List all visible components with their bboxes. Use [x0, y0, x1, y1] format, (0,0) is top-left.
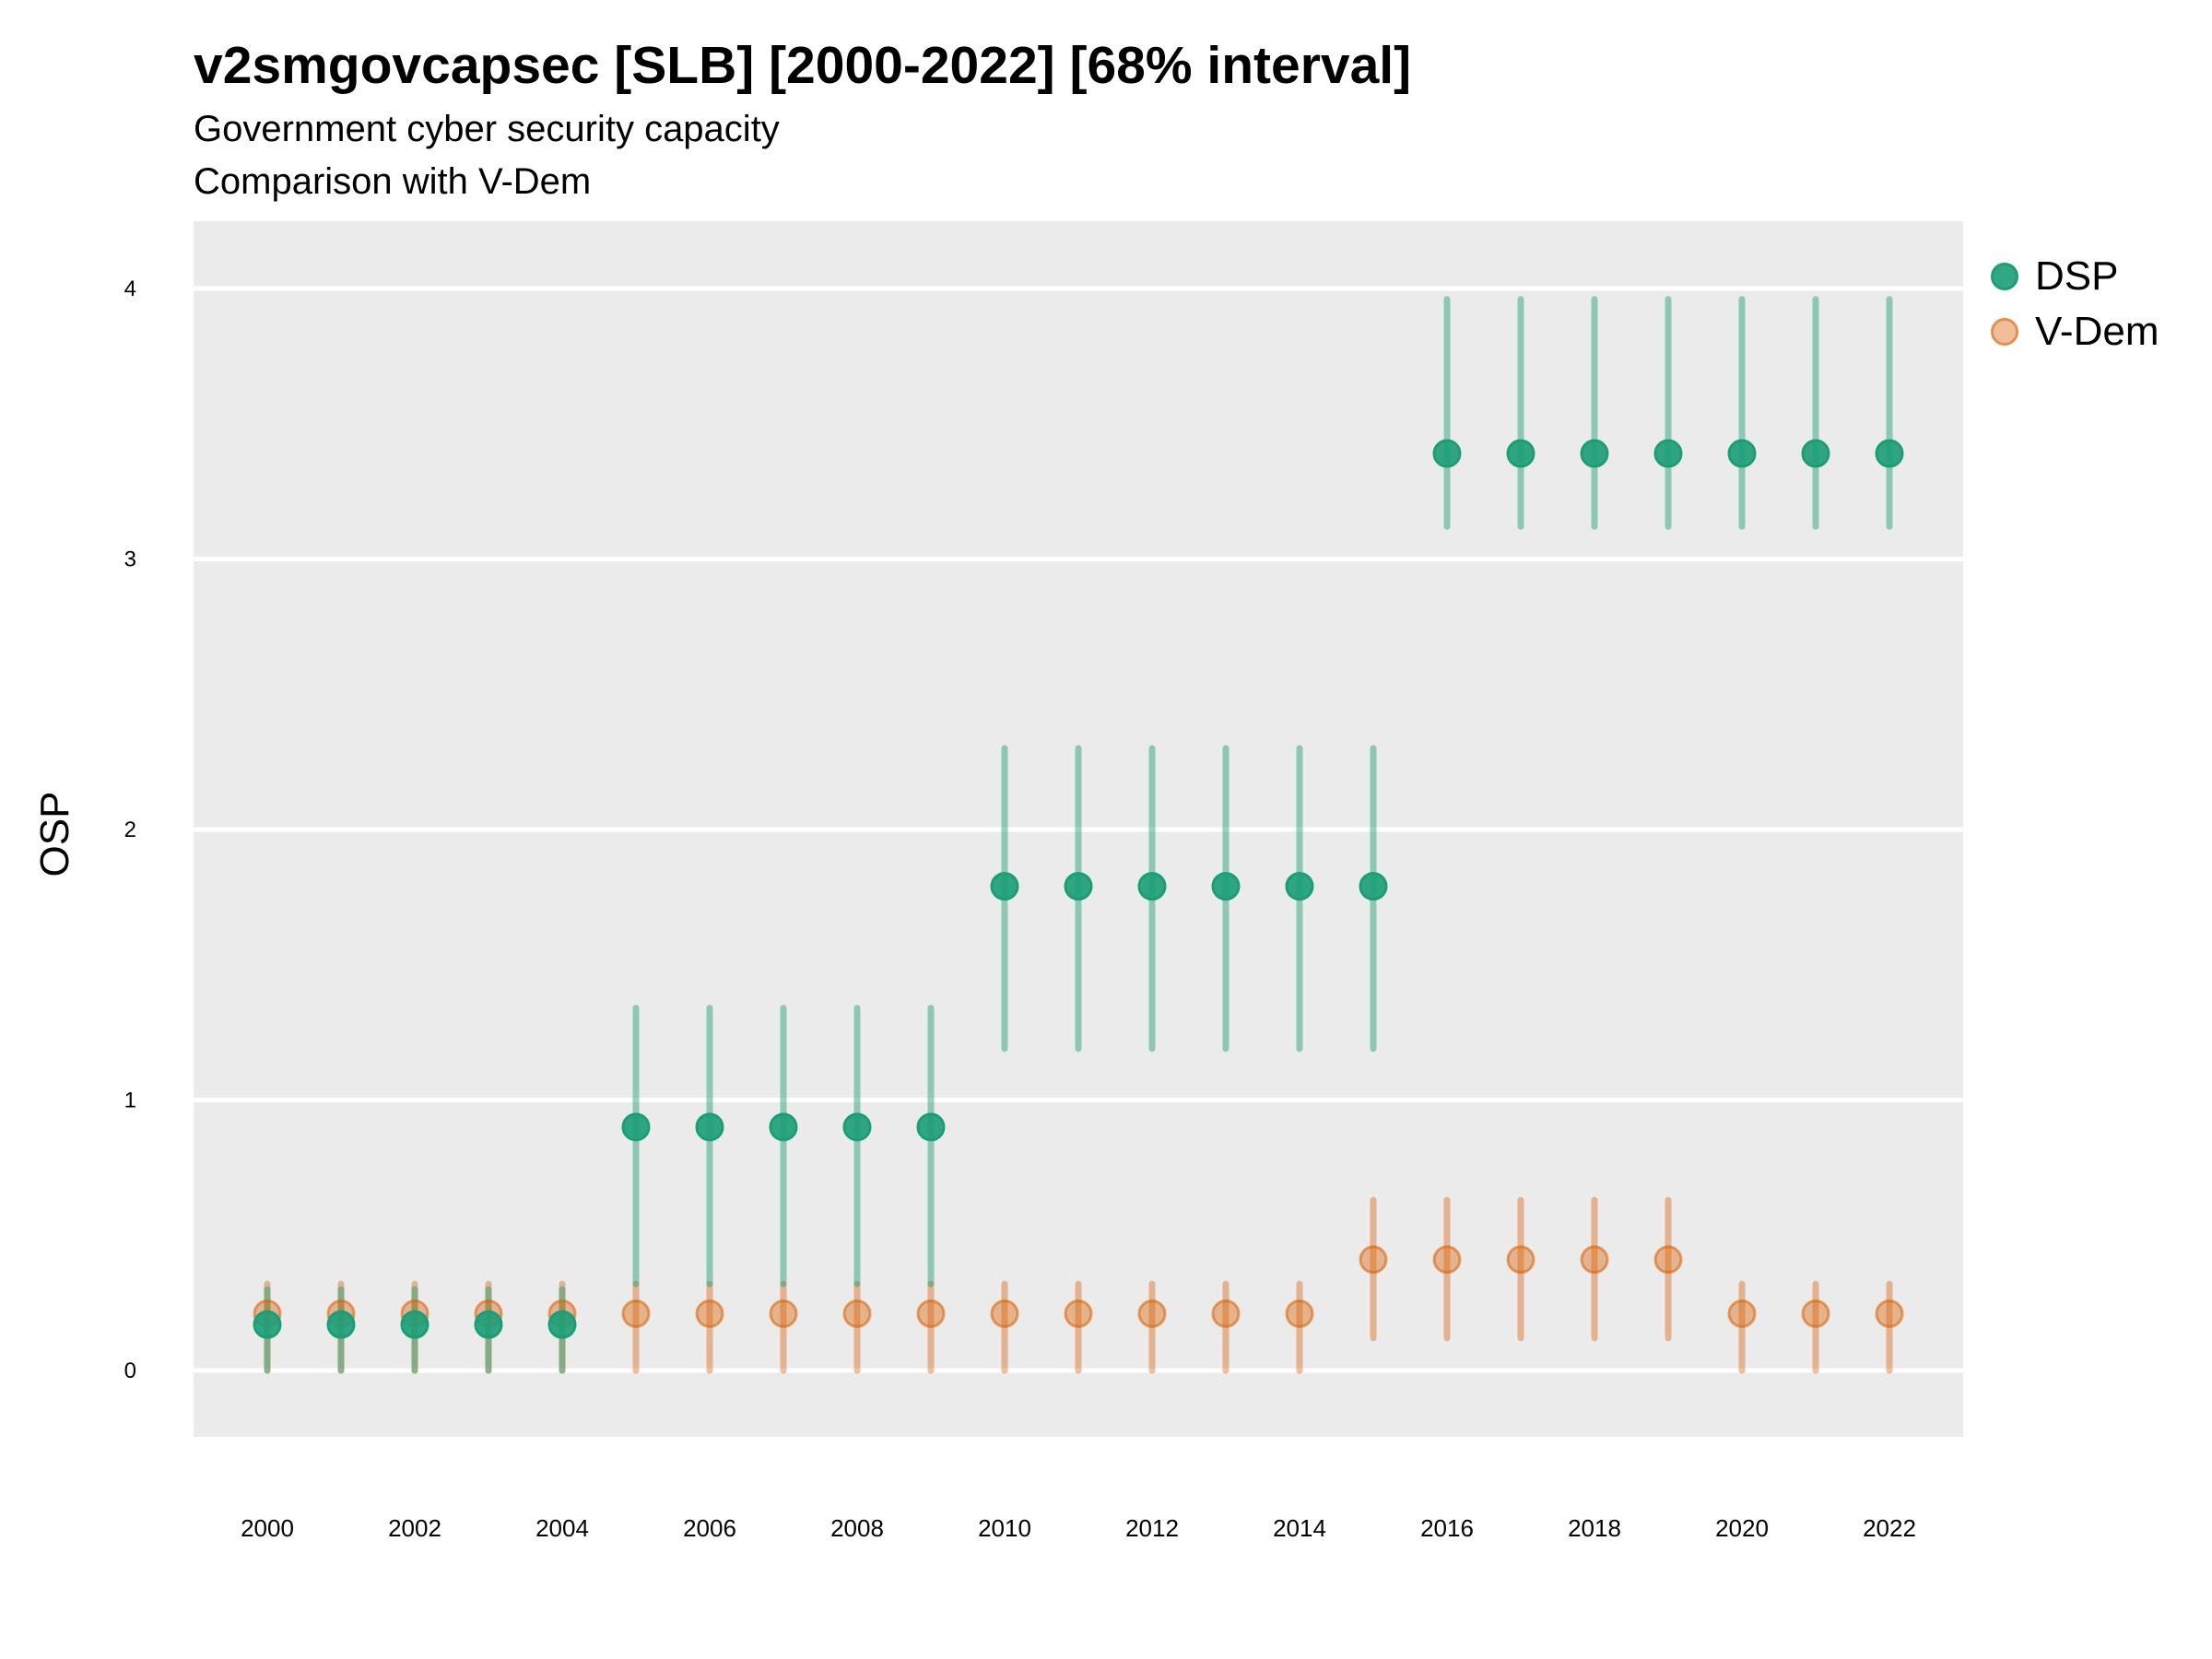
- x-tick-label: 2020: [1715, 1514, 1769, 1542]
- data-point-dsp: [326, 1310, 356, 1339]
- data-point-vdem: [1211, 1299, 1241, 1328]
- x-tick-label: 2008: [830, 1514, 884, 1542]
- data-point-dsp: [1727, 439, 1757, 468]
- data-point-dsp: [1875, 439, 1904, 468]
- y-tick-label: 1: [124, 1088, 136, 1113]
- legend-label: V-Dem: [2035, 309, 2159, 354]
- data-point-dsp: [1137, 872, 1167, 901]
- y-tick-label: 0: [124, 1359, 136, 1383]
- data-point-vdem: [1285, 1299, 1314, 1328]
- x-tick-label: 2014: [1273, 1514, 1326, 1542]
- legend-item-dsp: DSP: [1991, 249, 2159, 304]
- data-point-vdem: [1359, 1245, 1388, 1275]
- y-tick-labels: 0 1 2 3 4: [124, 276, 136, 1383]
- data-point-vdem: [1432, 1245, 1462, 1275]
- data-point-vdem: [916, 1299, 946, 1328]
- chart-subtitle: Government cyber security capacity: [194, 109, 780, 149]
- x-tick-label: 2016: [1420, 1514, 1474, 1542]
- y-tick-label: 3: [124, 547, 136, 572]
- data-point-dsp: [769, 1112, 798, 1142]
- x-tick-labels: 2000 2002 2004 2006 2008 2010 2012 2014 2016 2018…: [241, 1514, 1916, 1542]
- legend-item-vdem: V-Dem: [1991, 304, 2159, 359]
- legend-key-dsp: [1991, 263, 2018, 290]
- data-point-vdem: [990, 1299, 1019, 1328]
- x-tick-label: 2002: [388, 1514, 441, 1542]
- data-point-dsp: [621, 1112, 651, 1142]
- x-tick-label: 2012: [1125, 1514, 1179, 1542]
- data-point-dsp: [1211, 872, 1241, 901]
- x-tick-label: 2006: [683, 1514, 736, 1542]
- data-point-dsp: [1359, 872, 1388, 901]
- x-tick-label: 2000: [241, 1514, 294, 1542]
- data-point-vdem: [842, 1299, 872, 1328]
- data-point-vdem: [769, 1299, 798, 1328]
- data-point-dsp: [400, 1310, 429, 1339]
- data-marks: [253, 296, 1904, 1374]
- data-point-dsp: [1506, 439, 1535, 468]
- data-point-vdem: [1064, 1299, 1093, 1328]
- data-point-dsp: [916, 1112, 946, 1142]
- data-point-dsp: [1064, 872, 1093, 901]
- legend-key-vdem: [1991, 318, 2018, 346]
- data-point-dsp: [253, 1310, 282, 1339]
- data-point-dsp: [1801, 439, 1830, 468]
- data-point-vdem: [1137, 1299, 1167, 1328]
- data-point-dsp: [842, 1112, 872, 1142]
- data-point-vdem: [1506, 1245, 1535, 1275]
- data-point-dsp: [474, 1310, 503, 1339]
- x-tick-label: 2018: [1568, 1514, 1621, 1542]
- data-point-vdem: [621, 1299, 651, 1328]
- chart-subtitle-2: Comparison with V-Dem: [194, 161, 592, 202]
- x-tick-label: 2010: [978, 1514, 1031, 1542]
- chart-title: v2smgovcapsec [SLB] [2000-2022] [68% int…: [194, 36, 1412, 95]
- data-point-dsp: [990, 872, 1019, 901]
- data-point-dsp: [1653, 439, 1683, 468]
- data-point-vdem: [1580, 1245, 1609, 1275]
- data-point-vdem: [1653, 1245, 1683, 1275]
- y-tick-label: 4: [124, 276, 136, 301]
- data-point-dsp: [547, 1310, 577, 1339]
- data-point-vdem: [695, 1299, 724, 1328]
- x-tick-label: 2022: [1863, 1514, 1916, 1542]
- data-point-dsp: [1432, 439, 1462, 468]
- data-point-vdem: [1727, 1299, 1757, 1328]
- data-point-vdem: [1875, 1299, 1904, 1328]
- y-tick-label: 2: [124, 818, 136, 842]
- data-point-dsp: [695, 1112, 724, 1142]
- legend: DSP V-Dem: [1991, 249, 2159, 359]
- data-point-dsp: [1580, 439, 1609, 468]
- grid-lines: [194, 286, 1963, 1373]
- data-point-vdem: [1801, 1299, 1830, 1328]
- data-point-dsp: [1285, 872, 1314, 901]
- x-tick-label: 2004: [535, 1514, 589, 1542]
- legend-label: DSP: [2035, 253, 2119, 299]
